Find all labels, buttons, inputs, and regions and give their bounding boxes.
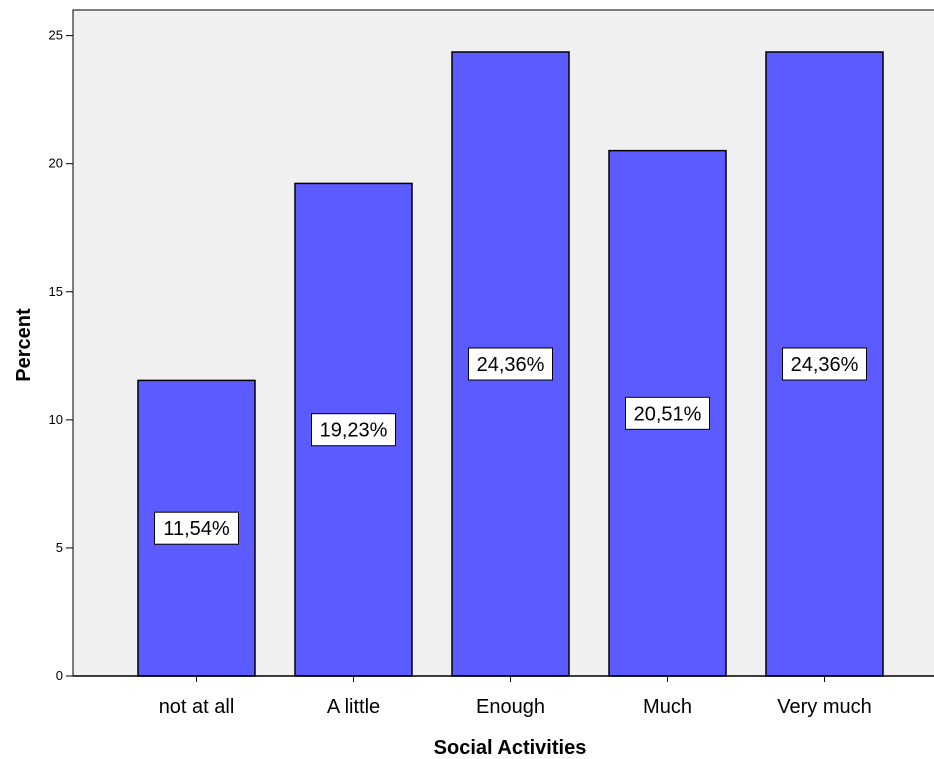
data-label: 20,51% bbox=[634, 403, 702, 425]
data-label: 19,23% bbox=[320, 420, 388, 442]
data-label: 24,36% bbox=[791, 354, 859, 376]
data-label-box bbox=[782, 347, 867, 381]
data-label-box bbox=[625, 396, 710, 430]
y-tick-label: 5 bbox=[56, 540, 63, 555]
y-axis-title: Percent bbox=[13, 308, 35, 382]
data-labels: 11,54% 19,23% 24,36% 20,51% 24,36% bbox=[154, 347, 867, 545]
x-tick-label: Much bbox=[643, 696, 692, 718]
x-tick-label: A little bbox=[327, 696, 380, 718]
y-tick-label: 15 bbox=[49, 284, 63, 299]
data-label: 11,54% bbox=[163, 518, 230, 540]
x-axis-title: Social Activities bbox=[434, 737, 587, 759]
x-axis-categories: not at all A little Enough Much Very much bbox=[159, 676, 872, 718]
x-tick-label: Enough bbox=[476, 696, 545, 718]
data-label: 24,36% bbox=[477, 354, 545, 376]
y-tick-label: 25 bbox=[49, 28, 63, 43]
y-tick-label: 20 bbox=[49, 156, 63, 171]
y-tick-label: 0 bbox=[56, 668, 63, 683]
data-label-box bbox=[468, 347, 553, 381]
x-tick-label: Very much bbox=[777, 696, 871, 718]
x-tick-label: not at all bbox=[159, 696, 235, 718]
y-tick-label: 10 bbox=[49, 412, 63, 427]
data-label-box bbox=[154, 511, 239, 545]
data-label-box bbox=[311, 413, 396, 447]
y-axis-ticks: 0 5 10 15 20 25 bbox=[49, 28, 73, 683]
